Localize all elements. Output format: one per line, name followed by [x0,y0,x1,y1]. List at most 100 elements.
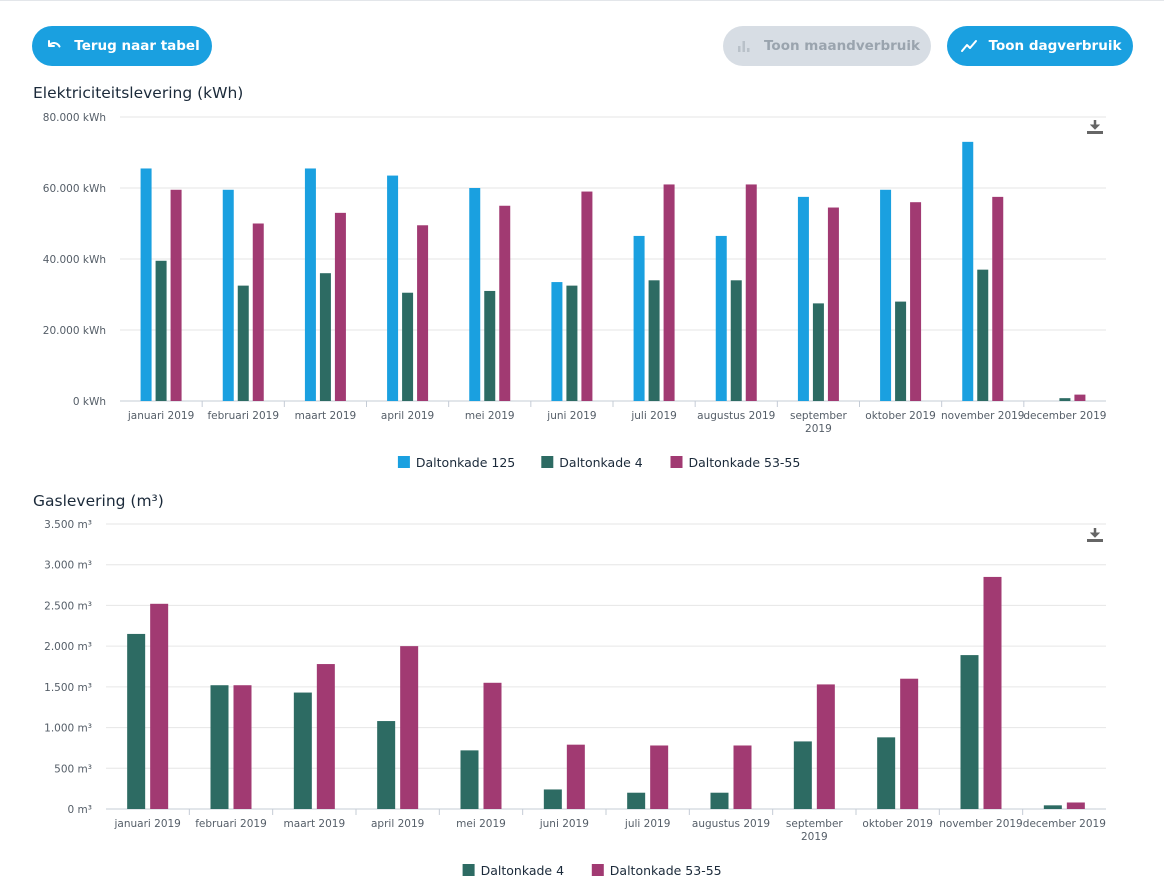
undo-arrow-icon [44,36,64,56]
bar-daltonkade-53-55-maart-2019 [334,212,346,401]
bar-daltonkade-125-september-2019 [797,196,809,401]
y-tick-label: 1.000 m³ [44,723,92,735]
y-tick-label: 1.500 m³ [44,682,92,694]
legend-label-daltonkade-4: Daltonkade 4 [481,863,565,878]
bar-daltonkade-4-april-2019 [377,721,396,809]
x-tick-label: april 2019 [381,410,434,422]
bar-daltonkade-53-55-april-2019 [400,646,419,809]
bar-daltonkade-53-55-oktober-2019 [900,678,919,809]
bar-daltonkade-125-november-2019 [962,141,974,401]
bar-daltonkade-53-55-februari-2019 [233,685,252,809]
bar-daltonkade-4-januari-2019 [155,260,167,401]
legend-swatch-daltonkade-4 [462,864,475,876]
bar-chart-icon [734,36,754,56]
bar-daltonkade-53-55-augustus-2019 [745,184,757,401]
back-to-table-button[interactable]: Terug naar tabel [32,26,212,66]
bar-daltonkade-125-maart-2019 [304,168,316,401]
bar-daltonkade-53-55-december-2019 [1066,802,1085,809]
bar-daltonkade-125-augustus-2019 [715,235,727,401]
legend-label-daltonkade-53-55: Daltonkade 53-55 [610,863,722,878]
bar-daltonkade-4-juni-2019 [566,285,578,401]
bar-daltonkade-4-december-2019 [1059,398,1071,401]
x-tick-label: september 2019 [790,410,848,435]
x-tick-label: februari 2019 [195,818,267,830]
bar-daltonkade-53-55-juni-2019 [566,744,585,809]
legend-swatch-daltonkade-125 [397,456,410,468]
bar-daltonkade-53-55-april-2019 [417,225,429,401]
bar-daltonkade-4-september-2019 [812,303,824,401]
x-tick-label: februari 2019 [207,410,279,422]
electricity-download-icon[interactable] [1086,118,1104,136]
bar-daltonkade-125-februari-2019 [222,189,234,401]
bar-daltonkade-4-januari-2019 [127,633,146,809]
bar-daltonkade-53-55-juni-2019 [581,191,593,401]
show-month-usage-label: Toon maandverbruik [764,38,920,54]
bar-daltonkade-4-maart-2019 [319,273,331,401]
show-day-usage-button[interactable]: Toon dagverbruik [947,26,1133,66]
bar-daltonkade-53-55-september-2019 [827,207,839,401]
bar-daltonkade-4-juli-2019 [627,792,646,809]
bar-daltonkade-125-april-2019 [387,175,399,401]
bar-daltonkade-4-augustus-2019 [730,280,742,401]
bar-daltonkade-125-juni-2019 [551,282,563,401]
bar-daltonkade-125-mei-2019 [469,188,481,401]
bar-daltonkade-4-november-2019 [977,269,989,401]
bar-daltonkade-125-juli-2019 [633,235,645,401]
bar-daltonkade-4-juli-2019 [648,280,660,401]
bar-daltonkade-53-55-november-2019 [983,576,1002,809]
legend-label-daltonkade-53-55: Daltonkade 53-55 [689,455,801,470]
bar-daltonkade-53-55-november-2019 [992,196,1004,401]
back-to-table-label: Terug naar tabel [74,38,200,54]
x-tick-label: juli 2019 [624,818,670,830]
bar-daltonkade-4-december-2019 [1043,805,1062,809]
gas-chart-title: Gaslevering (m³) [33,492,164,510]
bar-daltonkade-4-april-2019 [402,292,414,401]
x-tick-label: januari 2019 [127,410,194,422]
bar-daltonkade-53-55-september-2019 [816,684,835,809]
x-tick-label: juni 2019 [539,818,589,830]
y-tick-label: 500 m³ [54,763,92,775]
bar-daltonkade-53-55-juli-2019 [650,745,669,809]
bar-daltonkade-53-55-februari-2019 [252,223,264,401]
x-tick-label: november 2019 [939,818,1022,830]
bar-daltonkade-53-55-januari-2019 [170,189,182,401]
y-tick-label: 3.500 m³ [44,519,92,531]
x-tick-label: mei 2019 [456,818,506,830]
bar-daltonkade-125-januari-2019 [140,168,152,401]
legend-swatch-daltonkade-53-55 [591,864,604,876]
bar-daltonkade-53-55-juli-2019 [663,184,675,401]
top-divider [0,0,1164,1]
x-tick-label: maart 2019 [295,410,357,422]
show-month-usage-button[interactable]: Toon maandverbruik [723,26,931,66]
gas-download-icon[interactable] [1086,526,1104,544]
y-tick-label: 40.000 kWh [43,254,106,266]
x-tick-label: augustus 2019 [692,818,770,830]
x-tick-label: november 2019 [941,410,1024,422]
x-tick-label: oktober 2019 [865,410,936,422]
bar-daltonkade-4-februari-2019 [237,285,249,401]
bar-daltonkade-125-oktober-2019 [880,189,892,401]
legend-swatch-daltonkade-4 [541,456,554,468]
bar-daltonkade-4-september-2019 [793,741,812,809]
electricity-chart-title: Elektriciteitslevering (kWh) [33,84,244,102]
bar-daltonkade-4-oktober-2019 [895,301,907,401]
x-tick-label: december 2019 [1023,410,1106,422]
x-tick-label: augustus 2019 [697,410,775,422]
bar-daltonkade-4-augustus-2019 [710,792,729,809]
y-tick-label: 60.000 kWh [43,183,106,195]
x-tick-label: mei 2019 [465,410,515,422]
legend-label-daltonkade-4: Daltonkade 4 [559,455,643,470]
line-chart-icon [959,36,979,56]
y-tick-label: 20.000 kWh [43,325,106,337]
bar-daltonkade-4-juni-2019 [543,789,562,809]
x-tick-label: januari 2019 [113,818,180,830]
legend-label-daltonkade-125: Daltonkade 125 [416,455,515,470]
bar-daltonkade-4-oktober-2019 [877,737,896,809]
bar-daltonkade-53-55-mei-2019 [483,682,502,809]
legend-swatch-daltonkade-53-55 [670,456,683,468]
bar-daltonkade-53-55-augustus-2019 [733,745,752,809]
bar-daltonkade-4-november-2019 [960,655,979,809]
show-day-usage-label: Toon dagverbruik [988,38,1122,54]
bar-daltonkade-53-55-december-2019 [1074,394,1086,401]
x-tick-label: december 2019 [1023,818,1106,830]
